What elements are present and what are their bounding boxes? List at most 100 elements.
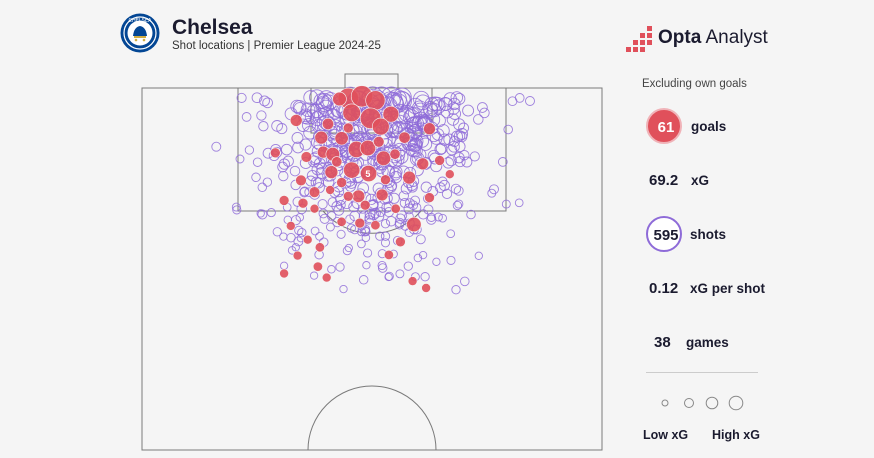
shot-point <box>294 225 304 236</box>
shot-point <box>448 97 461 111</box>
xg-size-legend <box>661 395 744 411</box>
shot-point <box>327 265 336 274</box>
shot-point <box>362 261 371 270</box>
shot-point <box>385 215 397 227</box>
goal-point <box>359 139 376 157</box>
goal-point <box>372 117 390 136</box>
shot-point <box>429 132 443 145</box>
shot-point <box>256 110 267 121</box>
shot-point <box>309 89 325 106</box>
shot-point <box>377 260 387 271</box>
xg-stat: 69.2 xG <box>646 162 856 202</box>
shot-point <box>395 213 406 224</box>
shot-point <box>503 124 513 135</box>
goal-point <box>322 117 335 130</box>
goal-point <box>308 186 321 198</box>
shot-point <box>331 201 343 212</box>
goal-point <box>332 91 347 107</box>
shot-point <box>438 213 447 223</box>
shot-point <box>507 96 518 107</box>
shot-point <box>448 140 460 153</box>
shot-point <box>441 188 453 200</box>
shot-point <box>466 209 476 220</box>
goal-point <box>398 131 411 144</box>
goal-point <box>354 217 366 229</box>
goal-point <box>406 216 422 233</box>
goal-point <box>312 261 323 272</box>
shot-point <box>361 226 371 237</box>
goal-count-label: 5 <box>365 169 370 179</box>
shot-point <box>446 144 458 156</box>
shot-point <box>357 239 366 249</box>
goal-point <box>382 105 400 123</box>
shot-point <box>257 182 268 193</box>
shot-point <box>276 123 288 135</box>
shot-point <box>297 227 307 238</box>
shot-point <box>420 181 432 193</box>
shot-point <box>487 188 497 198</box>
shot-point <box>395 269 405 279</box>
shot-point <box>277 161 288 173</box>
shot-point <box>300 102 316 117</box>
shot-point <box>363 248 373 258</box>
shot-point <box>287 246 297 255</box>
goal-point <box>331 156 343 168</box>
shot-point <box>343 122 360 139</box>
shot-point <box>251 92 263 104</box>
legend-circle-l <box>728 395 744 411</box>
shot-point <box>479 107 490 119</box>
shot-point <box>473 114 484 125</box>
goals-stat: 61 goals <box>646 108 856 148</box>
shot-point <box>415 234 426 245</box>
shot-point <box>426 212 436 222</box>
shot-point <box>380 231 391 241</box>
shot-point <box>431 99 446 114</box>
shot-map: 5 <box>141 73 603 451</box>
shot-point <box>280 143 293 156</box>
goal-point <box>365 90 386 111</box>
shot-point <box>282 155 294 167</box>
goal-frame <box>344 73 399 89</box>
shot-point <box>266 208 276 218</box>
shot-point <box>272 227 282 237</box>
legend-circle-xs <box>661 399 669 407</box>
shot-point <box>413 253 423 263</box>
shot-point <box>445 154 457 167</box>
shot-point <box>394 217 405 228</box>
legend-high-label: High xG <box>712 428 760 442</box>
shot-point <box>446 255 456 265</box>
goal-point <box>407 276 418 286</box>
brand-name: Opta Analyst <box>658 27 768 48</box>
shot-point <box>408 200 419 211</box>
shot-point <box>388 192 400 204</box>
games-value: 38 <box>654 334 671 351</box>
shot-point <box>244 145 255 155</box>
shot-point <box>211 141 222 152</box>
shot-point <box>411 202 422 213</box>
goal-point <box>380 174 391 185</box>
shot-point <box>336 229 346 239</box>
goal-point <box>434 155 445 166</box>
shot-point <box>426 214 437 225</box>
goal-point <box>383 249 394 260</box>
games-stat: 38 games <box>646 324 856 364</box>
shot-point <box>497 157 508 167</box>
shot-point <box>501 199 511 209</box>
goal-point <box>289 114 303 127</box>
exclusion-note: Excluding own goals <box>642 78 747 90</box>
shot-point <box>316 93 333 110</box>
xg-per-shot-value: 0.12 <box>649 280 679 297</box>
shot-point <box>358 275 369 285</box>
shot-point <box>432 257 441 266</box>
shot-point <box>406 116 422 132</box>
goal-point <box>424 192 435 203</box>
shots-stat: 595 shots <box>646 216 856 256</box>
shot-point <box>443 92 457 106</box>
goal-point <box>324 165 339 179</box>
goal-point <box>343 161 361 179</box>
xg-value: 69.2 <box>649 172 679 189</box>
shot-point <box>453 92 466 105</box>
shot-point <box>448 107 462 120</box>
shot-point <box>262 97 273 109</box>
goals-value: 61 <box>657 119 675 136</box>
